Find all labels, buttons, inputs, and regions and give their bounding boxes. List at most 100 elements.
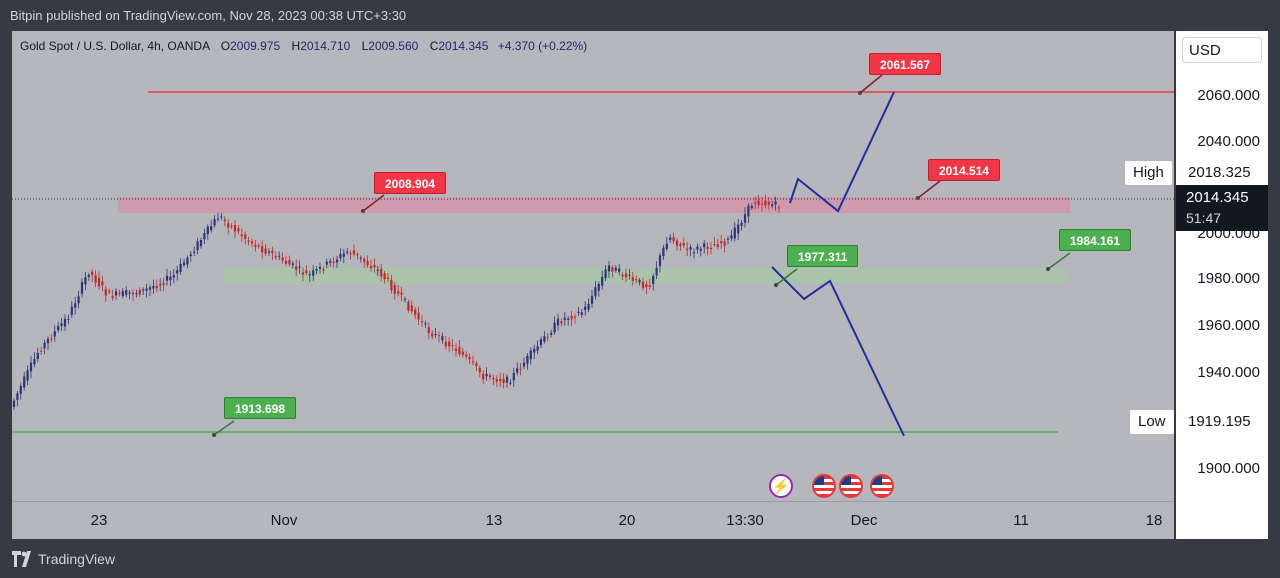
- candle-body: [216, 218, 220, 220]
- footer-bar: TradingView: [0, 540, 1280, 578]
- candles-group: [12, 194, 781, 411]
- candle-body: [658, 255, 662, 267]
- candle-body: [376, 269, 379, 271]
- candle-body: [577, 311, 580, 313]
- callout-leader: [362, 194, 385, 212]
- chart-canvas[interactable]: [12, 31, 1174, 501]
- candle-body: [179, 263, 182, 272]
- candle-body: [590, 295, 594, 304]
- price-axis[interactable]: USD 2060.000 2040.000 2000.000 1980.000 …: [1176, 31, 1268, 539]
- candle-body: [193, 251, 196, 253]
- candle-body: [57, 325, 60, 331]
- candle-body: [264, 248, 267, 254]
- candle-body: [261, 246, 264, 253]
- candle-body: [441, 336, 444, 341]
- candle-body: [713, 244, 716, 246]
- candle-body: [257, 245, 260, 247]
- price-callout-resistance-target[interactable]: 2061.567: [869, 53, 942, 75]
- candle-body: [36, 353, 39, 359]
- lightning-icon[interactable]: ⚡: [769, 474, 793, 498]
- candle-body: [318, 266, 322, 269]
- candle-body: [767, 201, 770, 205]
- candle-body: [16, 393, 19, 400]
- candle-body: [689, 247, 692, 250]
- candle-body: [771, 204, 774, 206]
- candle-body: [584, 306, 587, 310]
- open-value: 2009.975: [230, 39, 281, 53]
- candle-body: [417, 312, 420, 320]
- candle-body: [682, 243, 685, 246]
- close-value: 2014.345: [438, 39, 489, 53]
- candle-body: [519, 368, 522, 370]
- candle-body: [67, 318, 70, 320]
- candle-body: [424, 323, 427, 325]
- candle-body: [604, 269, 607, 279]
- us-flag-icon[interactable]: [839, 474, 863, 498]
- candle-body: [91, 271, 94, 276]
- candle-body: [369, 265, 373, 269]
- candle-body: [335, 259, 339, 263]
- us-flag-icon[interactable]: [870, 474, 894, 498]
- callout-anchor: [361, 209, 365, 213]
- candle-body: [118, 292, 121, 294]
- candle-body: [414, 309, 417, 315]
- candle-body: [386, 277, 390, 280]
- candle-body: [764, 200, 767, 206]
- candle-body: [363, 258, 366, 262]
- candle-body: [312, 270, 315, 276]
- price-tick: 2060.000: [1197, 87, 1260, 104]
- candle-body: [512, 372, 515, 381]
- currency-selector[interactable]: USD: [1182, 37, 1262, 63]
- projection-bullish-path[interactable]: [789, 91, 895, 213]
- candle-body: [244, 234, 247, 239]
- candle-body: [142, 289, 145, 291]
- candle-body: [478, 367, 481, 373]
- support-zone[interactable]: [224, 268, 1066, 284]
- candle-body: [720, 241, 723, 244]
- price-tick: 1940.000: [1197, 364, 1260, 381]
- candle-body: [516, 368, 519, 373]
- time-tick: 20: [618, 512, 636, 529]
- callout-leader: [213, 420, 235, 436]
- candle-body: [580, 312, 583, 315]
- candle-body: [502, 378, 505, 383]
- candle-body: [206, 226, 209, 235]
- price-callout-support-zone[interactable]: 1977.311: [787, 245, 859, 267]
- price-callout-zone-high[interactable]: 2008.904: [374, 172, 447, 194]
- candle-body: [757, 200, 760, 206]
- price-callout-support-right[interactable]: 1984.161: [1059, 229, 1132, 251]
- candle-body: [536, 346, 539, 351]
- chart-pane[interactable]: Gold Spot / U.S. Dollar, 4h, OANDA O2009…: [12, 31, 1174, 501]
- candle-body: [332, 261, 335, 263]
- candle-body: [383, 273, 386, 280]
- candle-body: [733, 227, 736, 239]
- candle-body: [546, 336, 549, 338]
- candle-body: [553, 322, 556, 333]
- candle-body: [196, 241, 199, 251]
- candle-body: [230, 225, 233, 227]
- time-axis[interactable]: 23 Nov 13 20 13:30 Dec 11 18: [12, 501, 1174, 539]
- candle-body: [267, 251, 271, 253]
- high-value: 2014.710: [300, 39, 351, 53]
- candle-body: [373, 264, 376, 268]
- time-tick: Dec: [850, 512, 878, 529]
- candle-body: [322, 269, 325, 271]
- time-tick: 13:30: [726, 512, 764, 529]
- candle-body: [669, 237, 672, 241]
- candle-body: [233, 225, 237, 232]
- candle-body: [495, 379, 498, 382]
- projection-bearish-path[interactable]: [771, 266, 905, 437]
- candle-body: [434, 334, 437, 336]
- resistance-zone[interactable]: [118, 197, 1070, 213]
- candle-body: [499, 379, 502, 382]
- time-tick: 18: [1145, 512, 1163, 529]
- candle-body: [760, 203, 764, 205]
- candle-body: [723, 241, 726, 246]
- candle-body: [199, 240, 203, 246]
- price-callout-breakout[interactable]: 2014.514: [928, 159, 1001, 181]
- candle-body: [522, 362, 526, 367]
- price-callout-support-target[interactable]: 1913.698: [224, 397, 297, 419]
- low-value-label: 1919.195: [1180, 410, 1259, 434]
- candle-body: [611, 267, 614, 272]
- us-flag-icon[interactable]: [812, 474, 836, 498]
